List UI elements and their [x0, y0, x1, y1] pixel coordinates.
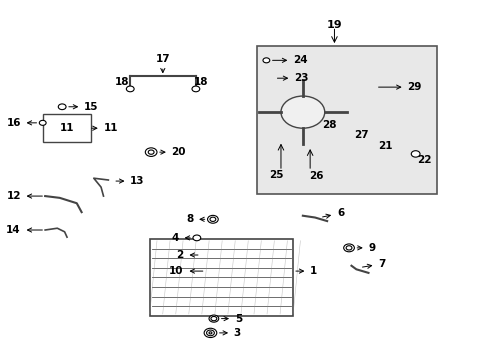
- Text: 18: 18: [193, 77, 207, 87]
- Text: 3: 3: [219, 328, 241, 338]
- Circle shape: [193, 235, 201, 241]
- Text: 5: 5: [221, 314, 242, 324]
- Circle shape: [410, 151, 419, 157]
- Text: 25: 25: [268, 170, 283, 180]
- Circle shape: [281, 96, 324, 128]
- Text: 10: 10: [169, 266, 203, 276]
- Circle shape: [203, 328, 216, 338]
- Circle shape: [145, 148, 157, 157]
- Circle shape: [39, 120, 46, 125]
- Bar: [149, 239, 292, 316]
- Text: 24: 24: [272, 55, 307, 65]
- Text: 11: 11: [91, 123, 118, 133]
- Circle shape: [343, 244, 354, 252]
- FancyBboxPatch shape: [256, 46, 436, 194]
- Text: 29: 29: [378, 82, 421, 92]
- FancyBboxPatch shape: [42, 114, 91, 143]
- Circle shape: [346, 246, 351, 250]
- Text: 22: 22: [416, 156, 431, 165]
- Text: 17: 17: [155, 54, 170, 73]
- Text: 1: 1: [295, 266, 317, 276]
- Circle shape: [206, 330, 214, 336]
- Text: 18: 18: [115, 77, 129, 87]
- Circle shape: [192, 86, 200, 92]
- Text: 13: 13: [116, 176, 144, 186]
- Text: 4: 4: [171, 233, 190, 243]
- Text: 14: 14: [6, 225, 42, 235]
- Circle shape: [210, 316, 216, 321]
- Text: 8: 8: [186, 214, 204, 224]
- Circle shape: [208, 332, 211, 334]
- Text: 7: 7: [362, 259, 385, 269]
- Text: 16: 16: [6, 118, 37, 128]
- Text: 2: 2: [176, 250, 198, 260]
- Text: 11: 11: [60, 123, 74, 133]
- Text: 9: 9: [356, 243, 375, 253]
- Text: 15: 15: [69, 102, 99, 112]
- Circle shape: [58, 104, 66, 110]
- Circle shape: [208, 315, 218, 322]
- Circle shape: [148, 150, 154, 154]
- Text: 20: 20: [160, 147, 186, 157]
- Text: 12: 12: [6, 191, 42, 201]
- Circle shape: [126, 86, 134, 92]
- Text: 23: 23: [277, 73, 308, 83]
- Circle shape: [207, 215, 218, 223]
- Circle shape: [209, 217, 215, 221]
- Text: 26: 26: [308, 171, 323, 181]
- Text: 27: 27: [353, 130, 368, 140]
- Text: 28: 28: [322, 120, 336, 130]
- Text: 6: 6: [322, 208, 344, 218]
- Text: 21: 21: [378, 141, 392, 151]
- Circle shape: [263, 58, 269, 63]
- Text: 19: 19: [326, 19, 342, 30]
